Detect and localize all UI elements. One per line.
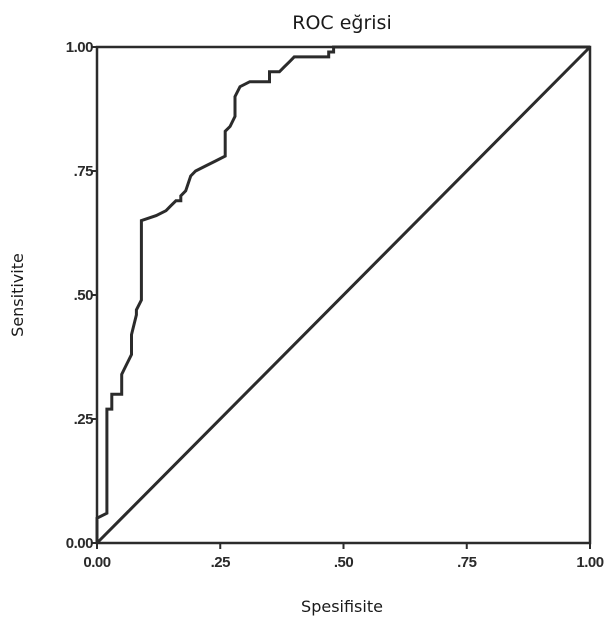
plot-area: 0.00 .25 .50 .75 1.00 0.00 .25 .50 .75 1.00 <box>66 39 604 571</box>
y-tick-label: .25 <box>74 411 94 428</box>
y-axis-label: Sensitivite <box>8 253 27 337</box>
y-tick-label: 0.00 <box>66 535 93 552</box>
x-tick-label: 1.00 <box>576 554 603 571</box>
x-tick-label: .25 <box>211 554 231 571</box>
reference-line <box>95 45 592 545</box>
y-tick-label: .75 <box>74 163 94 180</box>
y-tick-label: 1.00 <box>66 39 93 56</box>
chart-title: ROC eğrisi <box>292 12 391 34</box>
x-tick-label: .50 <box>334 554 354 571</box>
x-tick-label: .75 <box>457 554 477 571</box>
y-tick-label: .50 <box>74 287 94 304</box>
x-tick-label: 0.00 <box>83 554 110 571</box>
x-axis-label: Spesifisite <box>301 597 383 616</box>
roc-curve-line <box>95 45 590 543</box>
